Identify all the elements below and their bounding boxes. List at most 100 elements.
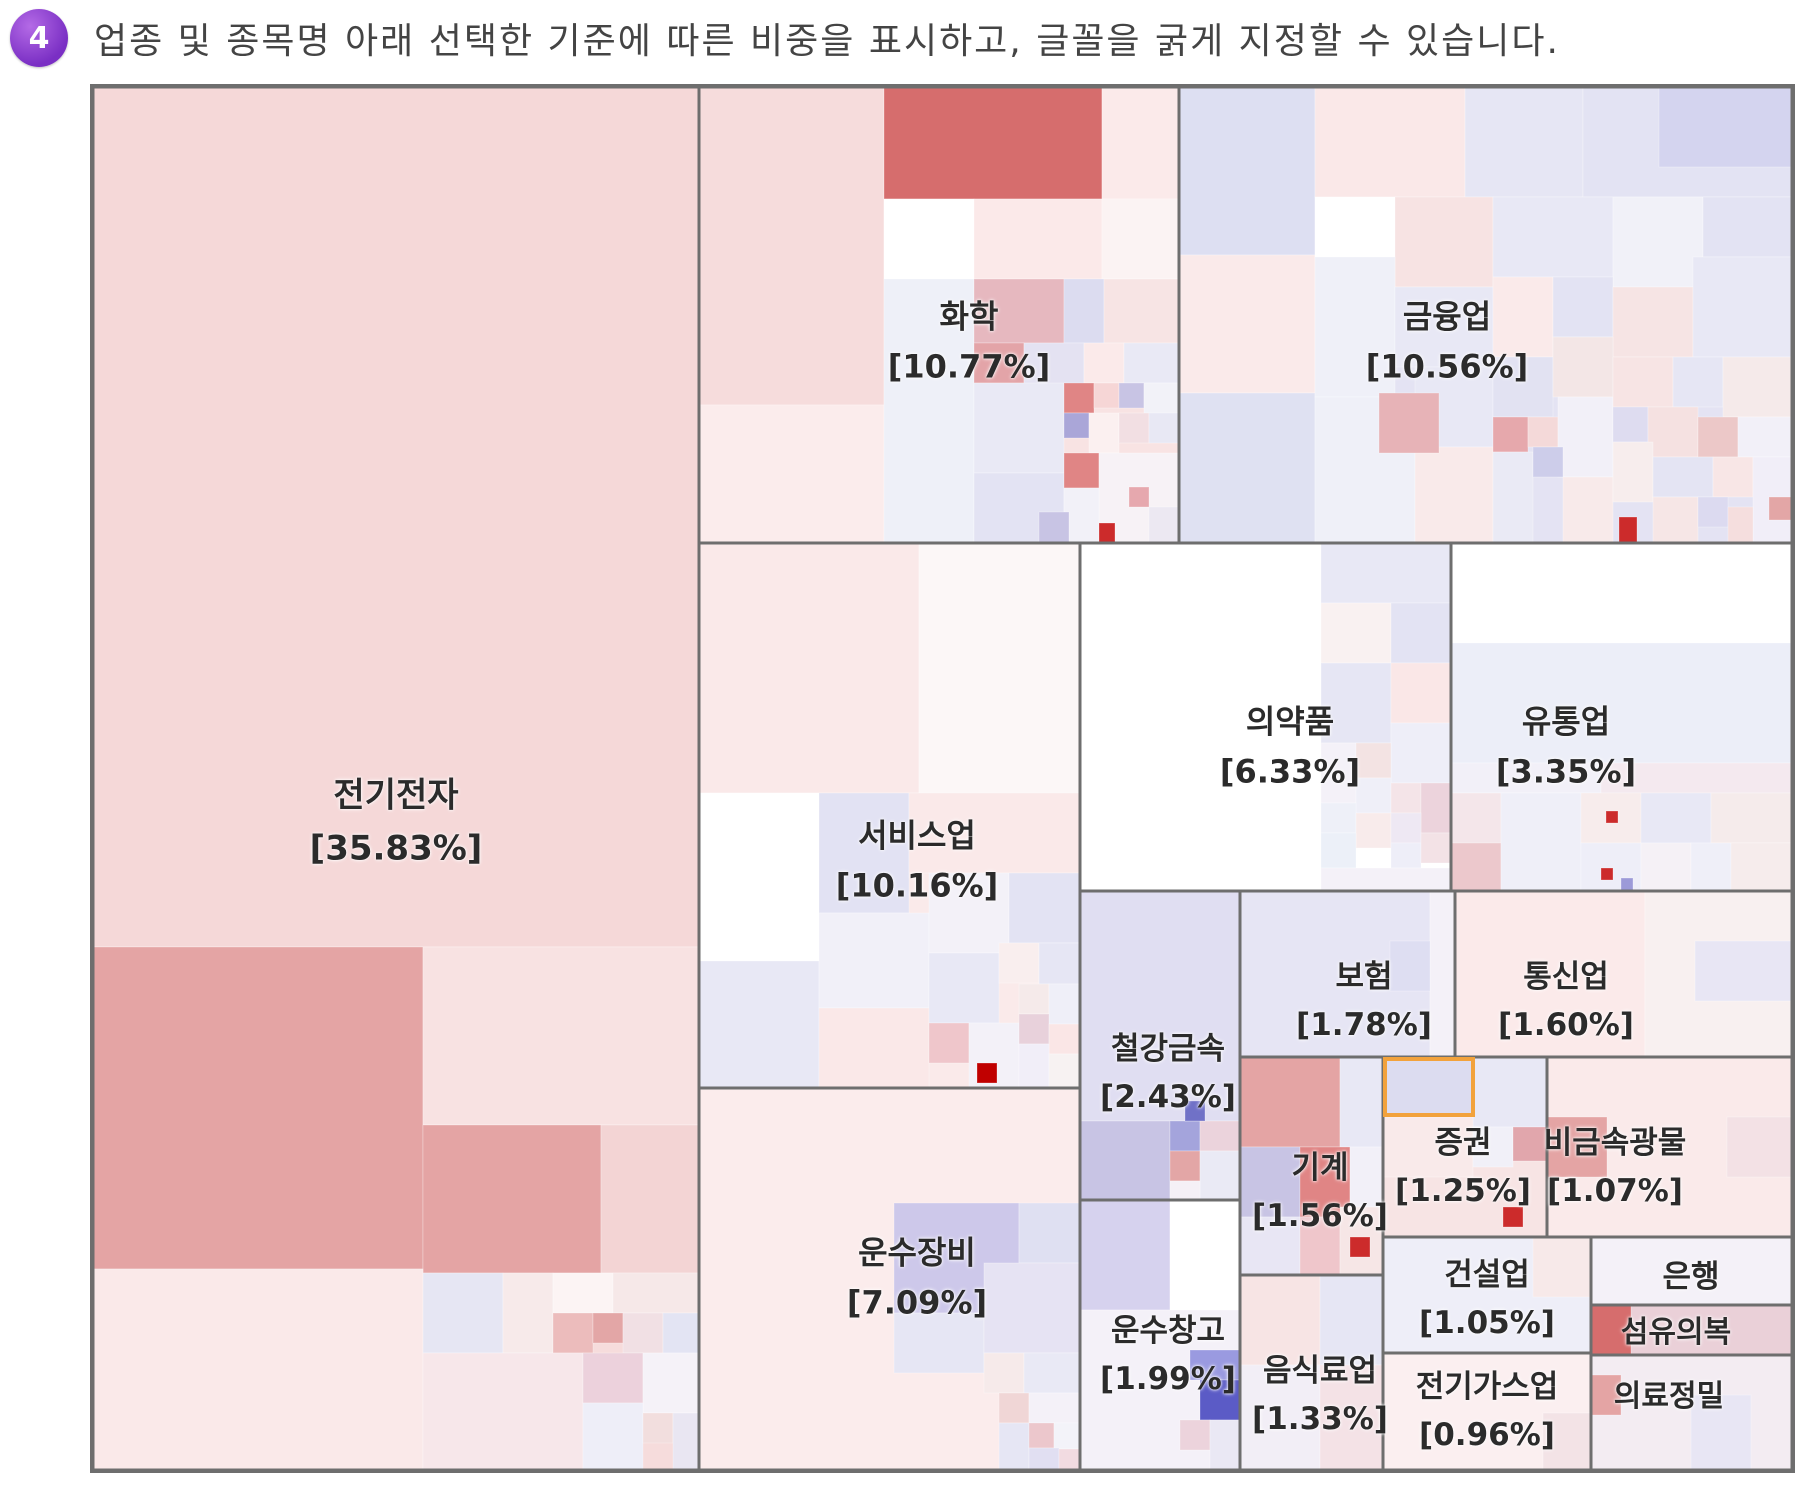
stock-tile bbox=[1612, 441, 1654, 503]
stock-tile bbox=[699, 960, 820, 1088]
treemap-sector[interactable] bbox=[1383, 1237, 1591, 1353]
stock-tile bbox=[1492, 276, 1554, 358]
treemap-sector[interactable] bbox=[1179, 87, 1792, 543]
stock-tile bbox=[1429, 891, 1455, 1057]
stock-tile bbox=[1018, 1013, 1050, 1045]
sector-weight: [1.25%] bbox=[1395, 1173, 1531, 1209]
stock-tile bbox=[976, 1062, 998, 1084]
stock-tile bbox=[699, 543, 920, 794]
stock-tile bbox=[1148, 506, 1179, 543]
stock-tile bbox=[1320, 543, 1451, 604]
treemap-sector[interactable] bbox=[1080, 891, 1240, 1200]
sector-name: 건설업 bbox=[1444, 1256, 1530, 1293]
treemap-sector[interactable] bbox=[699, 87, 1179, 543]
sector-name: 음식료업 bbox=[1262, 1352, 1378, 1389]
stock-tile bbox=[93, 1268, 424, 1470]
stock-tile bbox=[1314, 87, 1466, 198]
stock-tile bbox=[1492, 356, 1554, 418]
stock-tile bbox=[1314, 256, 1396, 398]
treemap-sector[interactable] bbox=[1451, 543, 1792, 891]
stock-tile bbox=[1339, 1057, 1383, 1148]
sector-name: 운수장비 bbox=[858, 1233, 976, 1272]
stock-tile bbox=[1080, 891, 1240, 1122]
stock-tile bbox=[1451, 762, 1602, 794]
stock-tile bbox=[1694, 940, 1792, 1002]
stock-tile bbox=[1118, 382, 1145, 409]
stock-tile bbox=[1647, 406, 1699, 458]
sector-weight: [7.09%] bbox=[846, 1283, 988, 1321]
stock-tile bbox=[1169, 1200, 1240, 1311]
sector-label: 화학 [10.77%] bbox=[888, 292, 1051, 391]
stock-tile bbox=[1349, 1146, 1383, 1208]
stock-tile bbox=[1098, 522, 1116, 543]
stock-tile bbox=[1390, 602, 1451, 664]
sector-label: 철강금속 [2.43%] bbox=[1100, 1025, 1236, 1121]
caption-text: 업종 및 종목명 아래 선택한 기준에 따른 비중을 표시하고, 글꼴을 굵게 … bbox=[94, 21, 1560, 62]
stock-tile bbox=[1355, 777, 1392, 814]
treemap-sector[interactable] bbox=[1383, 1353, 1591, 1470]
stock-tile bbox=[1618, 516, 1638, 543]
sector-weight: [1.99%] bbox=[1100, 1361, 1236, 1397]
stock-tile bbox=[998, 1392, 1030, 1424]
treemap-sector[interactable] bbox=[1080, 543, 1451, 891]
sector-label: 비금속광물 [1.07%] bbox=[1544, 1119, 1687, 1215]
treemap-sector[interactable] bbox=[1240, 1057, 1383, 1275]
stock-tile bbox=[1018, 1202, 1080, 1264]
stock-tile bbox=[1179, 254, 1316, 394]
stock-tile bbox=[1692, 256, 1792, 358]
treemap-sector[interactable] bbox=[1591, 1355, 1792, 1470]
stock-tile bbox=[1143, 382, 1179, 419]
treemap-sector[interactable] bbox=[1080, 1200, 1240, 1470]
treemap-sector[interactable] bbox=[699, 543, 1080, 1088]
stock-tile bbox=[1512, 1126, 1547, 1162]
treemap-sector[interactable] bbox=[1240, 891, 1455, 1057]
stock-tile bbox=[818, 912, 930, 1009]
sector-weight: [1.33%] bbox=[1252, 1401, 1388, 1437]
stock-tile bbox=[1240, 1057, 1341, 1148]
stock-tile bbox=[1502, 1206, 1524, 1228]
sector-label: 통신업 [1.60%] bbox=[1498, 953, 1634, 1049]
stock-tile bbox=[1080, 543, 1322, 891]
stock-tile bbox=[998, 1422, 1030, 1470]
stock-tile bbox=[552, 1272, 614, 1314]
sector-name: 보험 bbox=[1335, 958, 1393, 995]
treemap-canvas bbox=[93, 87, 1792, 1470]
stock-tile bbox=[1008, 872, 1080, 944]
stock-tile bbox=[883, 198, 975, 280]
stock-tile bbox=[1299, 1146, 1351, 1218]
sector-name: 철강금속 bbox=[1110, 1030, 1226, 1067]
stock-tile bbox=[1612, 406, 1649, 443]
stock-tile bbox=[1199, 1379, 1240, 1421]
sector-weight: [1.56%] bbox=[1252, 1198, 1388, 1234]
sector-weight: [35.83%] bbox=[309, 828, 483, 868]
selected-stock-highlight[interactable] bbox=[1383, 1057, 1475, 1117]
stock-tile bbox=[1672, 356, 1724, 408]
stock-tile bbox=[1319, 1275, 1383, 1366]
stock-tile bbox=[1532, 1237, 1591, 1298]
treemap-sector[interactable] bbox=[1591, 1237, 1792, 1305]
stock-tile bbox=[1726, 1116, 1792, 1178]
stock-tile bbox=[699, 792, 820, 962]
stock-tile bbox=[1028, 1392, 1080, 1424]
stock-tile bbox=[642, 1412, 674, 1444]
treemap-sector[interactable] bbox=[1455, 891, 1792, 1057]
stock-tile bbox=[1390, 782, 1422, 814]
treemap-sector[interactable] bbox=[93, 87, 699, 1470]
stock-tile bbox=[1527, 416, 1559, 448]
stock-tile bbox=[1023, 1352, 1080, 1394]
sector-label: 전기가스업 [0.96%] bbox=[1416, 1363, 1559, 1459]
treemap-sector[interactable] bbox=[1591, 1305, 1792, 1355]
stock-tile bbox=[818, 792, 910, 914]
stock-tile bbox=[1048, 1053, 1080, 1088]
stock-tile bbox=[1240, 1275, 1321, 1366]
treemap-sector[interactable] bbox=[1547, 1057, 1792, 1237]
stock-tile bbox=[699, 87, 885, 406]
stock-tile bbox=[1690, 842, 1732, 891]
sector-name: 전기전자 bbox=[333, 775, 459, 816]
stock-tile bbox=[1600, 867, 1614, 881]
treemap-labels: 전기전자 [35.83%] 화학 [10.77%] 금융업 [10.56%] 서비스업 [10… bbox=[93, 87, 1792, 1470]
treemap-sector[interactable] bbox=[699, 1088, 1080, 1470]
treemap-sector[interactable] bbox=[1240, 1275, 1383, 1470]
sector-weight: [10.77%] bbox=[887, 347, 1051, 385]
sector-label: 의료정밀 bbox=[1614, 1374, 1724, 1421]
